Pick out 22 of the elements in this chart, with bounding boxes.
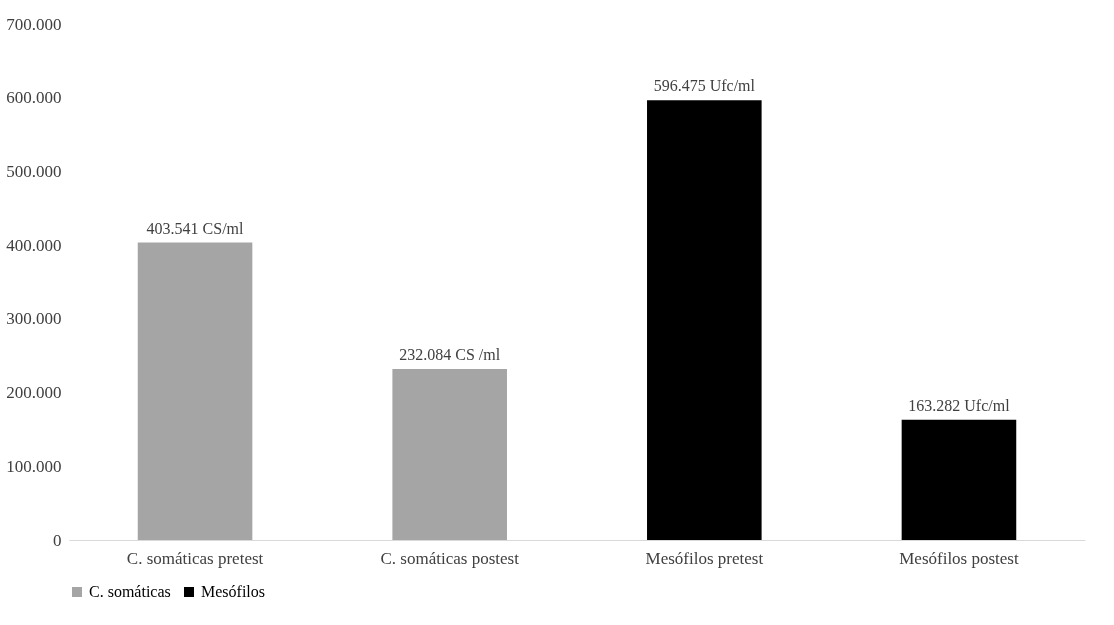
legend-label: C. somáticas — [89, 583, 171, 600]
x-tick-label: Mesófilos pretest — [645, 548, 764, 568]
y-tick-label: 500.000 — [6, 161, 62, 181]
bar — [901, 419, 1017, 540]
data-label: 596.475 Ufc/ml — [653, 77, 756, 95]
y-tick-label: 200.000 — [6, 383, 62, 403]
y-tick-label: 0 — [53, 530, 62, 550]
data-label: 232.084 CS /ml — [399, 345, 501, 363]
y-tick-label: 700.000 — [6, 14, 62, 34]
y-tick-label: 100.000 — [6, 456, 62, 476]
bar — [137, 242, 253, 540]
data-label: 163.282 Ufc/ml — [908, 396, 1011, 414]
x-tick-label: Mesófilos postest — [899, 548, 1019, 568]
data-label: 403.541 CS/ml — [146, 219, 245, 237]
x-tick-label: C. somáticas pretest — [126, 548, 264, 568]
bar — [392, 368, 507, 540]
y-tick-label: 600.000 — [6, 88, 62, 108]
y-tick-label: 400.000 — [6, 235, 62, 255]
x-tick-label: C. somáticas postest — [380, 548, 520, 568]
y-tick-label: 300.000 — [6, 309, 62, 329]
bar — [647, 100, 762, 540]
legend-label: Mesófilos — [201, 583, 265, 600]
